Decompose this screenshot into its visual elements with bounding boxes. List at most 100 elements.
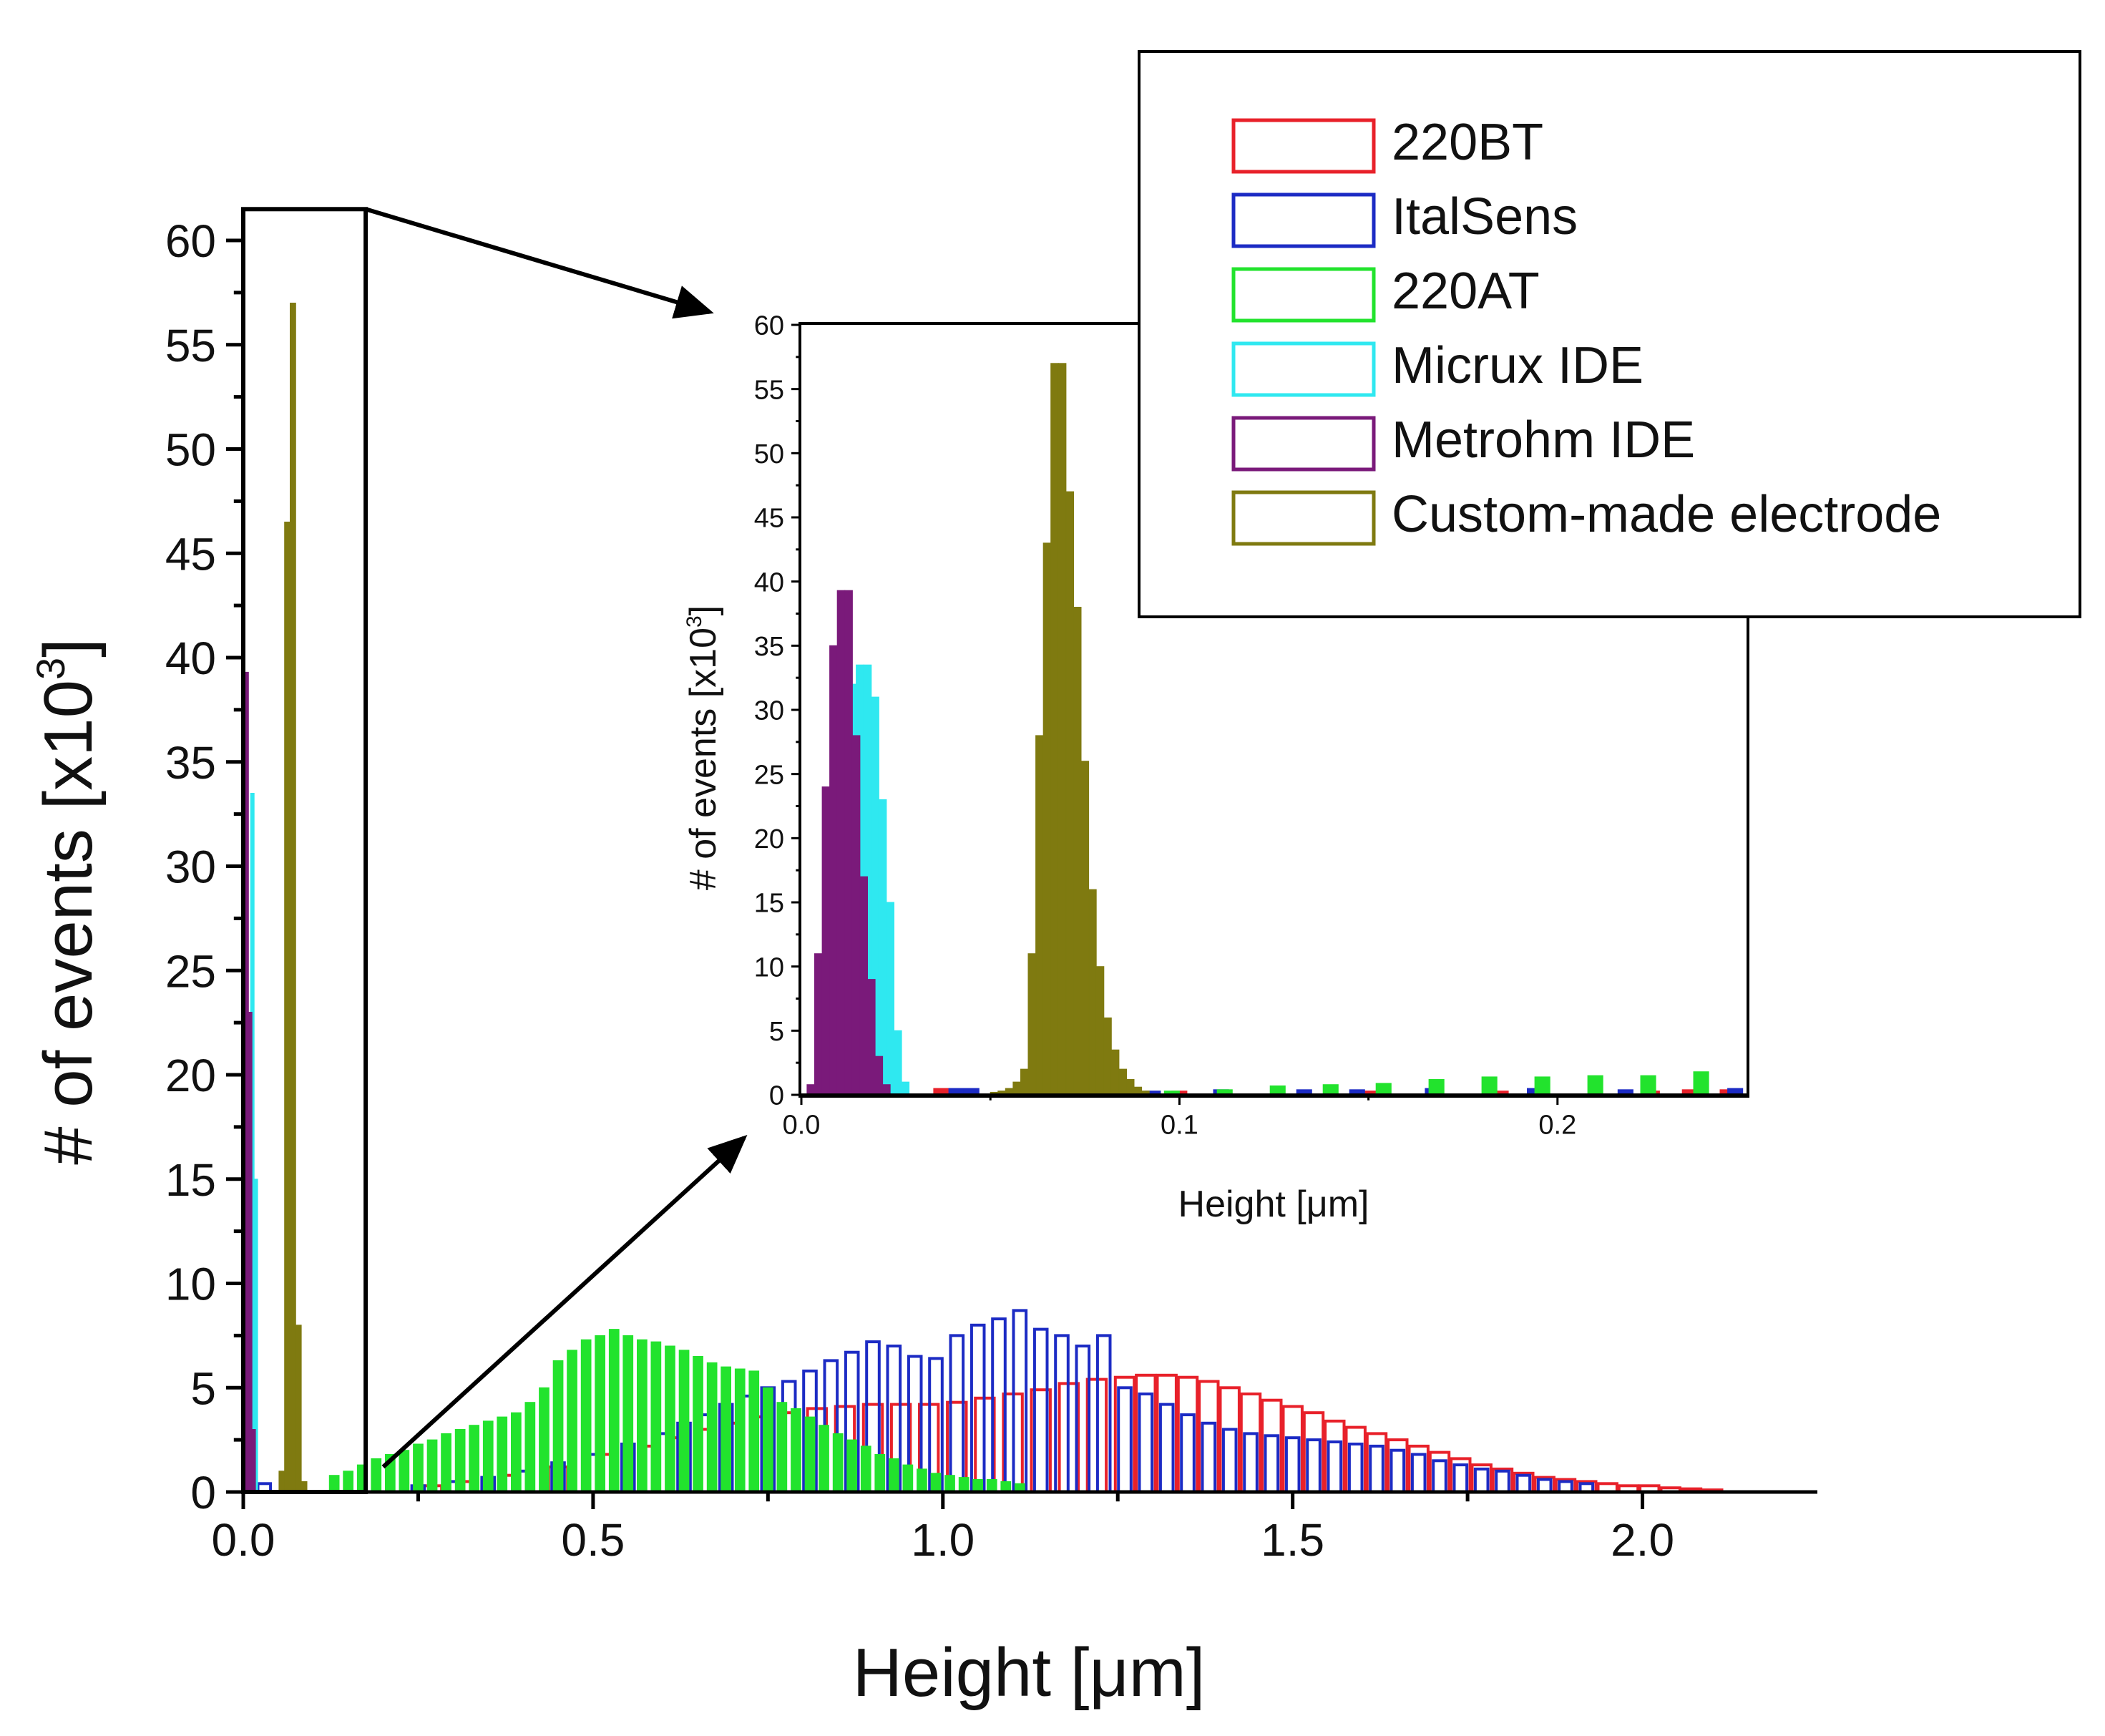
bar-custom-made-electrode xyxy=(1042,542,1052,1096)
bar-220at xyxy=(637,1339,648,1493)
y-tick-label: 40 xyxy=(754,567,784,598)
y-tick-label: 5 xyxy=(769,1017,784,1047)
bar-220at xyxy=(650,1341,662,1493)
bar-220at xyxy=(469,1425,479,1493)
bar-custom-made-electrode xyxy=(1035,735,1044,1096)
legend: 220BT ItalSens 220AT Micrux IDE Metrohm IDE C… xyxy=(1138,50,2081,618)
legend-items: 220BT ItalSens 220AT Micrux IDE Metrohm IDE C… xyxy=(1231,114,1941,546)
legend-swatch-metrohm-ide xyxy=(1231,416,1376,472)
bar-metrohm-ide xyxy=(851,735,861,1096)
y-tick-label: 15 xyxy=(754,889,784,919)
legend-item-220at: 220AT xyxy=(1231,263,1540,323)
bar-220at xyxy=(567,1350,577,1493)
y-tick-label: 45 xyxy=(754,504,784,534)
bar-metrohm-ide xyxy=(814,953,823,1096)
main-y-label-exponent: 3 xyxy=(28,658,73,680)
bar-220at xyxy=(1322,1084,1339,1096)
bar-metrohm-ide xyxy=(867,979,876,1096)
bar-220at xyxy=(413,1443,424,1493)
bar-custom-made-electrode xyxy=(295,1325,302,1493)
legend-swatch-220bt xyxy=(1231,118,1376,174)
bar-220at xyxy=(454,1429,466,1493)
y-tick-label: 35 xyxy=(754,632,784,662)
y-tick-label: 20 xyxy=(754,824,784,854)
bar-220at xyxy=(511,1412,522,1493)
main-x-axis-label: Height [μm] xyxy=(853,1634,1206,1711)
bar-220at xyxy=(678,1350,690,1493)
bar-220at xyxy=(482,1420,494,1493)
inset-y-label-base: # of events [x10 xyxy=(683,628,724,890)
bar-220at xyxy=(748,1370,760,1493)
bar-220at xyxy=(693,1356,703,1493)
bar-220at xyxy=(497,1416,508,1493)
zoom-arrow-bottom xyxy=(381,1134,748,1469)
x-tick-label: 2.0 xyxy=(1611,1514,1674,1566)
bar-custom-made-electrode xyxy=(1095,966,1105,1096)
bar-220at xyxy=(763,1387,773,1493)
inset-y-label-close: ] xyxy=(683,605,724,615)
bar-metrohm-ide xyxy=(874,1055,884,1096)
y-tick-label: 50 xyxy=(165,424,216,476)
bar-220at xyxy=(371,1458,382,1493)
inset-y-label-exponent: 3 xyxy=(683,615,706,628)
bar-220at xyxy=(608,1329,620,1493)
bar-metrohm-ide xyxy=(248,1012,253,1493)
y-tick-label: 55 xyxy=(165,320,216,371)
main-y-label-base: # of events [x10 xyxy=(30,680,107,1165)
legend-label-micrux-ide: Micrux IDE xyxy=(1392,337,1644,394)
inset-y-axis-label: # of events [x103] xyxy=(683,605,724,890)
zoom-indicator xyxy=(241,207,748,1494)
main-y-axis-label: # of events [x103] xyxy=(28,638,107,1165)
x-tick-label: 0.1 xyxy=(1161,1110,1198,1140)
zoom-arrow-top xyxy=(365,207,714,319)
bar-metrohm-ide xyxy=(882,1084,891,1096)
legend-label-metrohm-ide: Metrohm IDE xyxy=(1392,411,1695,469)
bar-220at xyxy=(343,1471,353,1493)
y-tick-label: 55 xyxy=(754,375,784,405)
y-tick-label: 15 xyxy=(165,1154,216,1206)
y-tick-label: 20 xyxy=(165,1050,216,1101)
legend-label-custom-made-electrode: Custom-made electrode xyxy=(1392,486,1941,543)
bar-220at xyxy=(1693,1071,1709,1096)
bar-220at xyxy=(986,1479,997,1493)
y-tick-label: 45 xyxy=(165,528,216,580)
y-tick-label: 50 xyxy=(754,439,784,469)
bar-220at xyxy=(622,1335,634,1493)
legend-item-metrohm-ide: Metrohm IDE xyxy=(1231,411,1695,472)
bar-220at xyxy=(426,1439,438,1493)
bar-220at xyxy=(791,1408,801,1493)
bar-custom-made-electrode xyxy=(1080,761,1090,1096)
bar-220at xyxy=(776,1402,788,1493)
bar-220at xyxy=(972,1479,984,1493)
bar-220at xyxy=(958,1477,970,1493)
bar-custom-made-electrode xyxy=(1012,1081,1022,1096)
legend-label-220bt: 220BT xyxy=(1392,114,1543,171)
legend-swatch-220at xyxy=(1231,267,1376,323)
bar-220at xyxy=(665,1345,675,1493)
bar-custom-made-electrode xyxy=(1058,363,1067,1096)
main-y-label-close: ] xyxy=(30,638,107,658)
x-tick-label: 1.0 xyxy=(911,1514,975,1566)
bar-metrohm-ide xyxy=(829,645,838,1096)
bar-220at xyxy=(539,1387,550,1493)
inset-axes: 0 5 10 15 20 25 30 35 40 45 50 55 60 0.0 0.1 0.2 xyxy=(754,311,1747,1140)
legend-item-italsens: ItalSens xyxy=(1231,188,1578,248)
legend-label-italsens: ItalSens xyxy=(1392,188,1578,245)
bar-220at xyxy=(552,1360,564,1493)
bar-custom-made-electrode xyxy=(1103,1017,1112,1096)
bar-220at xyxy=(944,1475,955,1493)
legend-swatch-custom-made-electrode xyxy=(1231,490,1376,546)
legend-item-custom-made-electrode: Custom-made electrode xyxy=(1231,486,1941,546)
bar-custom-made-electrode xyxy=(278,1471,285,1493)
legend-box xyxy=(1138,50,2081,618)
bar-220at xyxy=(706,1362,718,1493)
inset-x-axis-label: Height [μm] xyxy=(1178,1184,1369,1225)
y-tick-label: 40 xyxy=(165,633,216,684)
y-tick-label: 0 xyxy=(190,1467,216,1518)
x-tick-label: 0.2 xyxy=(1538,1110,1576,1140)
zoom-region-rectangle xyxy=(241,207,368,1494)
bar-custom-made-electrode xyxy=(1125,1079,1135,1096)
bar-220at xyxy=(1640,1075,1656,1096)
y-tick-label: 25 xyxy=(165,945,216,997)
bar-220at xyxy=(580,1339,592,1493)
